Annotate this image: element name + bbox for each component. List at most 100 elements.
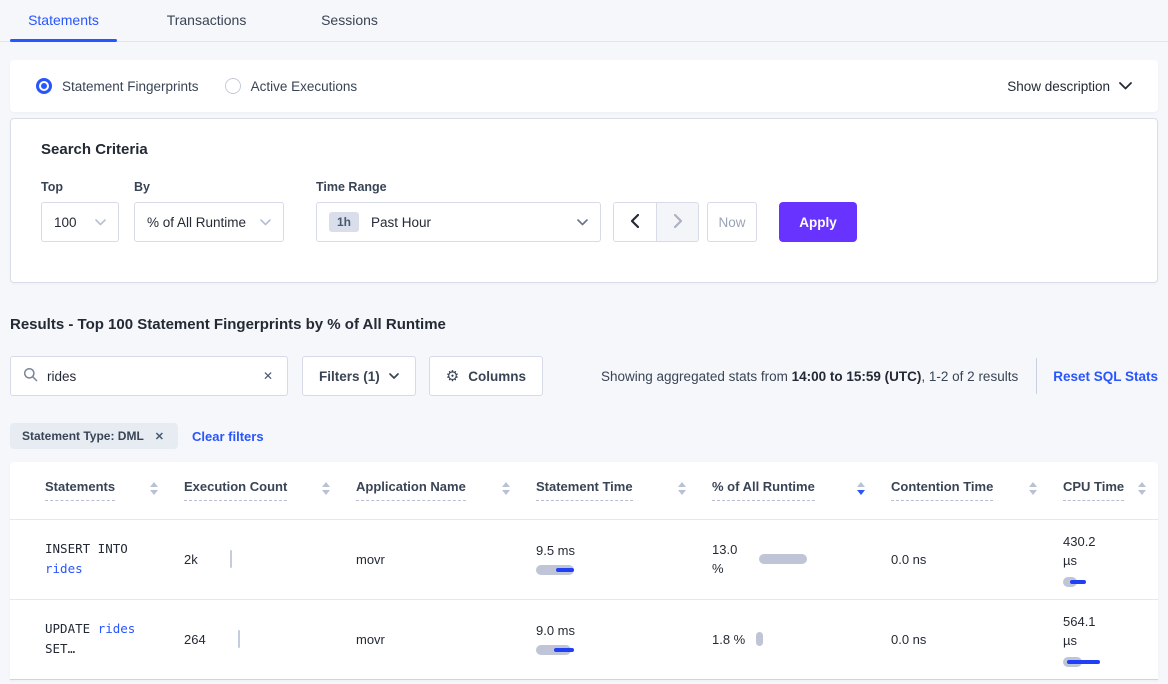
statement-link[interactable]: rides — [97, 621, 136, 636]
reset-sql-stats-link[interactable]: Reset SQL Stats — [1053, 368, 1158, 384]
cpu-time-cell: 564.1 µs — [1063, 599, 1158, 679]
tab-transactions[interactable]: Transactions — [153, 0, 260, 41]
chevron-down-icon — [577, 218, 588, 226]
time-nav-group — [613, 202, 699, 242]
chevron-down-icon — [1119, 82, 1132, 90]
sort-desc-icon[interactable] — [857, 481, 865, 499]
columns-button-label: Columns — [468, 368, 526, 384]
tab-transactions-label: Transactions — [166, 12, 247, 28]
table-row: UPDATE rides SET… 264 movr 9.0 ms 1.8 % … — [10, 599, 1158, 679]
columns-button[interactable]: ⚙ Columns — [428, 356, 543, 396]
statement-cell[interactable]: UPDATE rides SET… — [45, 621, 136, 656]
results-toolbar: ✕ Filters (1) ⚙ Columns Showing aggregat… — [10, 356, 1158, 396]
by-select-value: % of All Runtime — [147, 214, 247, 230]
runtime-pct-cell: 1.8 % — [712, 599, 891, 679]
statement-time-cell: 9.5 ms — [536, 519, 712, 599]
top-field: Top 100 — [41, 180, 119, 242]
filters-button-label: Filters (1) — [319, 368, 380, 384]
column-header-statements[interactable]: Statements — [10, 462, 184, 519]
cpu-time-bar — [1063, 656, 1148, 667]
column-header-cpu-time[interactable]: CPU Time — [1063, 462, 1158, 519]
sort-icon[interactable] — [322, 481, 330, 499]
time-range-field-label: Time Range — [316, 180, 387, 194]
by-field-label: By — [134, 180, 150, 194]
stats-area: Showing aggregated stats from 14:00 to 1… — [601, 358, 1158, 394]
runtime-pct-bar — [756, 632, 764, 646]
show-description-label: Show description — [1007, 78, 1110, 94]
sort-icon[interactable] — [150, 481, 158, 499]
statement-time-cell: 9.0 ms — [536, 599, 712, 679]
time-range-select[interactable]: 1h Past Hour — [316, 202, 601, 242]
chevron-down-icon — [388, 373, 399, 379]
show-description-toggle[interactable]: Show description — [1007, 79, 1132, 94]
vertical-divider — [1036, 358, 1038, 394]
apply-button-label: Apply — [799, 214, 837, 230]
chevron-right-icon — [673, 213, 682, 231]
count-bar — [237, 630, 241, 648]
tab-sessions-label: Sessions — [321, 12, 378, 28]
tab-statements[interactable]: Statements — [10, 0, 117, 42]
clear-filters-link[interactable]: Clear filters — [192, 428, 264, 444]
execution-count-cell: 264 — [184, 599, 356, 679]
top-select[interactable]: 100 — [41, 202, 119, 242]
gear-icon: ⚙ — [445, 368, 460, 385]
column-header-statement-time[interactable]: Statement Time — [536, 462, 712, 519]
time-range-field: Time Range 1h Past Hour — [316, 180, 601, 242]
chevron-left-icon — [630, 213, 640, 231]
runtime-pct-cell: 13.0 % — [712, 519, 891, 599]
filters-button[interactable]: Filters (1) — [302, 356, 416, 396]
cpu-time-cell: 430.2 µs — [1063, 519, 1158, 599]
statement-time-bar — [536, 565, 702, 575]
top-field-label: Top — [41, 180, 63, 194]
search-criteria-form: Top 100 By % of All Runtime Time Range 1… — [31, 180, 1137, 242]
time-range-value: Past Hour — [371, 214, 432, 230]
statements-table: Statements Execution Count Application N… — [10, 462, 1158, 680]
statement-time-bar — [536, 645, 702, 655]
filter-chip-statement-type: Statement Type: DML ✕ — [10, 423, 179, 449]
radio-statement-fingerprints-label: Statement Fingerprints — [62, 78, 199, 94]
sort-icon[interactable] — [1029, 481, 1037, 499]
search-input[interactable] — [47, 368, 261, 384]
tab-sessions[interactable]: Sessions — [296, 0, 403, 41]
radio-active-executions[interactable]: Active Executions — [224, 78, 357, 94]
apply-button[interactable]: Apply — [779, 202, 857, 242]
radio-statement-fingerprints[interactable]: Statement Fingerprints — [36, 78, 199, 94]
column-header-application-name[interactable]: Application Name — [356, 462, 536, 519]
radio-unselected-icon — [224, 78, 241, 94]
statement-cell[interactable]: INSERT INTO rides — [45, 541, 128, 576]
column-header-execution-count[interactable]: Execution Count — [184, 462, 356, 519]
tab-statements-label: Statements — [28, 12, 99, 28]
radio-selected-icon — [36, 78, 52, 94]
contention-time-cell: 0.0 ns — [891, 551, 927, 567]
now-button[interactable]: Now — [707, 202, 757, 242]
search-icon — [23, 367, 38, 385]
chip-close-icon[interactable]: ✕ — [154, 430, 165, 443]
by-field: By % of All Runtime — [134, 180, 284, 242]
column-header-contention-time[interactable]: Contention Time — [891, 462, 1063, 519]
cpu-time-bar — [1063, 576, 1148, 587]
sort-icon[interactable] — [678, 481, 686, 499]
sort-icon[interactable] — [502, 481, 510, 499]
application-name-cell: movr — [356, 551, 385, 567]
now-button-label: Now — [718, 214, 746, 230]
column-header-runtime-pct[interactable]: % of All Runtime — [712, 462, 891, 519]
time-range-badge: 1h — [329, 212, 360, 232]
search-clear-icon[interactable]: ✕ — [262, 369, 273, 383]
results-heading: Results - Top 100 Statement Fingerprints… — [10, 316, 446, 333]
sort-icon[interactable] — [1138, 481, 1146, 499]
statement-link[interactable]: rides — [45, 561, 83, 576]
active-filters-row: Statement Type: DML ✕ Clear filters — [10, 423, 1158, 449]
search-criteria-panel: Search Criteria Top 100 By % of All Runt… — [10, 118, 1158, 283]
view-toggle-panel: Statement Fingerprints Active Executions… — [10, 60, 1158, 112]
filter-chip-label: Statement Type: DML — [22, 429, 144, 443]
top-select-value: 100 — [54, 214, 77, 230]
statements-table-card: Statements Execution Count Application N… — [10, 462, 1158, 680]
by-select[interactable]: % of All Runtime — [134, 202, 284, 242]
chevron-down-icon — [95, 218, 106, 226]
time-next-button[interactable] — [656, 203, 698, 241]
runtime-pct-bar — [759, 554, 807, 564]
tab-bar: Statements Transactions Sessions — [0, 0, 1168, 42]
chevron-down-icon — [260, 218, 271, 226]
time-prev-button[interactable] — [614, 203, 656, 241]
table-row: INSERT INTO rides 2k movr 9.5 ms 13.0 % … — [10, 519, 1158, 599]
